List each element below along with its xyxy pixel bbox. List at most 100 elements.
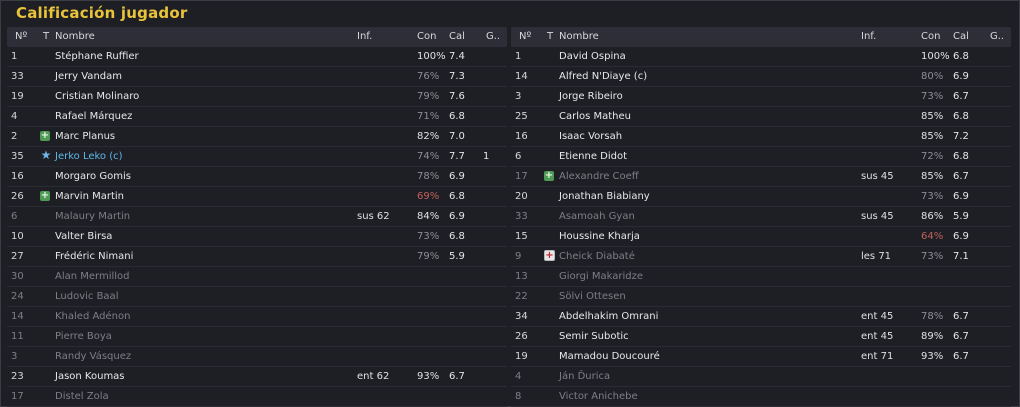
player-name[interactable]: Alfred N'Diaye (c) [559,71,648,82]
table-row[interactable]: 22 Sölvi Ottesen [511,287,1011,307]
table-row[interactable]: 26 Semir Subotic ent 45 89% 6.7 [511,327,1011,347]
player-name[interactable]: Morgaro Gomis [55,171,131,182]
table-row[interactable]: 6 Malaury Martin sus 62 84% 6.9 [7,207,507,227]
table-row[interactable]: 13 Giorgi Makaridze [511,267,1011,287]
player-name[interactable]: Victor Anichebe [559,391,638,402]
player-name[interactable]: Ján Ďurica [559,371,611,382]
player-name[interactable]: Alan Mermillod [55,271,130,282]
table-row[interactable]: 19 Cristian Molinaro 79% 7.6 [7,87,507,107]
table-row[interactable]: 19 Mamadou Doucouré ent 71 93% 6.7 [511,347,1011,367]
player-name[interactable]: Carlos Matheu [559,111,632,122]
table-row[interactable]: 33 Jerry Vandam 76% 7.3 [7,67,507,87]
table-row[interactable]: 2 + Marc Planus 82% 7.0 [7,127,507,147]
table-row[interactable]: 11 Pierre Boya [7,327,507,347]
player-number: 22 [515,291,528,302]
condition-cell: 80% [921,71,944,82]
table-row[interactable]: 10 Valter Birsa 73% 6.8 [7,227,507,247]
player-name[interactable]: Randy Vásquez [55,351,132,362]
column-header-cal[interactable]: Cal [449,31,465,42]
player-name[interactable]: Ludovic Baal [55,291,119,302]
table-row[interactable]: 15 Houssine Kharja 64% 6.9 [511,227,1011,247]
player-name[interactable]: Etienne Didot [559,151,628,162]
player-name[interactable]: Jerko Leko (c) [55,151,123,162]
table-row[interactable]: 33 Asamoah Gyan sus 45 86% 5.9 [511,207,1011,227]
table-row[interactable]: 24 Ludovic Baal [7,287,507,307]
player-name[interactable]: Semir Subotic [559,331,629,342]
player-name[interactable]: Giorgi Makaridze [559,271,644,282]
table-row[interactable]: 34 Abdelhakim Omrani ent 45 78% 6.7 [511,307,1011,327]
player-name[interactable]: Marc Planus [55,131,116,142]
player-number: 23 [11,371,24,382]
rating-cell: 6.9 [449,211,465,222]
table-row[interactable]: 16 Morgaro Gomis 78% 6.9 [7,167,507,187]
condition-cell: 76% [417,71,440,82]
table-row[interactable]: 4 Rafael Márquez 71% 6.8 [7,107,507,127]
player-name[interactable]: Mamadou Doucouré [559,351,660,362]
player-name[interactable]: Sölvi Ottesen [559,291,626,302]
player-name[interactable]: Distel Zola [55,391,109,402]
table-row[interactable]: 30 Alan Mermillod [7,267,507,287]
info-cell: ent 71 [861,351,894,362]
condition-cell: 73% [921,91,944,102]
player-number: 2 [11,131,18,142]
column-header-t[interactable]: T [547,31,554,42]
table-row[interactable]: 1 Stéphane Ruffier 100% 7.4 [7,47,507,67]
player-name[interactable]: Jorge Ribeiro [559,91,623,102]
table-row[interactable]: 8 Victor Anichebe [511,387,1011,407]
column-header-name[interactable]: Nombre [55,31,95,42]
table-row[interactable]: 4 Ján Ďurica [511,367,1011,387]
column-header-name[interactable]: Nombre [559,31,599,42]
table-row[interactable]: 1 David Ospina 100% 6.8 [511,47,1011,67]
player-name[interactable]: Alexandre Coeff [559,171,639,182]
player-name[interactable]: Jason Koumas [55,371,125,382]
rating-cell: 6.9 [953,231,969,242]
condition-cell: 93% [417,371,440,382]
player-name[interactable]: Isaac Vorsah [559,131,623,142]
table-row[interactable]: 14 Alfred N'Diaye (c) 80% 6.9 [511,67,1011,87]
player-name[interactable]: David Ospina [559,51,626,62]
player-name[interactable]: Asamoah Gyan [559,211,635,222]
column-header-num[interactable]: Nº [519,31,532,42]
player-name[interactable]: Valter Birsa [55,231,113,242]
column-header-con[interactable]: Con [417,31,437,42]
player-name[interactable]: Frédéric Nimani [55,251,134,262]
player-name[interactable]: Malaury Martin [55,211,131,222]
player-name[interactable]: Cheick Diabaté [559,251,635,262]
player-name[interactable]: Pierre Boya [55,331,112,342]
table-row[interactable]: 14 Khaled Adénon [7,307,507,327]
column-header-inf[interactable]: Inf. [357,31,373,42]
player-name[interactable]: Rafael Márquez [55,111,133,122]
player-name[interactable]: Marvin Martin [55,191,124,202]
player-name[interactable]: Abdelhakim Omrani [559,311,659,322]
column-header-inf[interactable]: Inf. [861,31,877,42]
condition-cell: 82% [417,131,440,142]
column-header-con[interactable]: Con [921,31,941,42]
table-row[interactable]: 6 Etienne Didot 72% 6.8 [511,147,1011,167]
player-name[interactable]: Stéphane Ruffier [55,51,139,62]
table-row[interactable]: 20 Jonathan Biabiany 73% 6.9 [511,187,1011,207]
table-row[interactable]: 26 + Marvin Martin 69% 6.8 [7,187,507,207]
table-row[interactable]: 25 Carlos Matheu 85% 6.8 [511,107,1011,127]
column-header-t[interactable]: T [43,31,50,42]
table-row[interactable]: 23 Jason Koumas ent 62 93% 6.7 [7,367,507,387]
column-header-goals[interactable]: G.. [990,31,1005,42]
column-header-goals[interactable]: G.. [486,31,501,42]
table-row[interactable]: 3 Jorge Ribeiro 73% 6.7 [511,87,1011,107]
player-name[interactable]: Jerry Vandam [55,71,122,82]
player-name[interactable]: Cristian Molinaro [55,91,140,102]
column-header-num[interactable]: Nº [15,31,28,42]
player-name[interactable]: Khaled Adénon [55,311,131,322]
table-row[interactable]: 17 Distel Zola [7,387,507,407]
table-row[interactable]: 27 Frédéric Nimani 79% 5.9 [7,247,507,267]
table-row[interactable]: 3 Randy Vásquez [7,347,507,367]
player-name[interactable]: Houssine Kharja [559,231,640,242]
table-header: Nº T Nombre Inf. Con Cal G.. [7,27,507,47]
column-header-cal[interactable]: Cal [953,31,969,42]
table-row[interactable]: 16 Isaac Vorsah 85% 7.2 [511,127,1011,147]
table-row[interactable]: 35 ★ Jerko Leko (c) 74% 7.7 1 [7,147,507,167]
table-row[interactable]: 9 + Cheick Diabaté les 71 73% 7.1 [511,247,1011,267]
info-cell: ent 45 [861,331,894,342]
player-name[interactable]: Jonathan Biabiany [559,191,650,202]
table-row[interactable]: 17 + Alexandre Coeff sus 45 85% 6.7 [511,167,1011,187]
condition-cell: 100% [921,51,950,62]
